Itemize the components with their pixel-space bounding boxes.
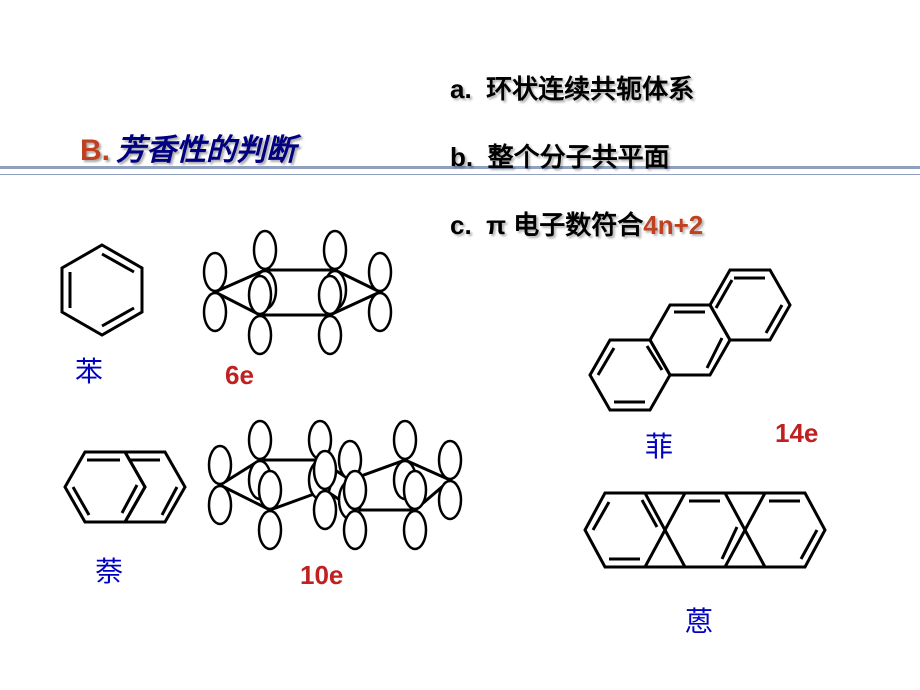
criterion-c: c. π 电子数符合4n+2 <box>450 191 703 259</box>
title-prefix: B. <box>80 134 110 168</box>
criterion-a-text: 环状连续共轭体系 <box>486 74 694 104</box>
phenanthrene-label: 菲 <box>645 425 673 465</box>
criterion-b-prefix: b. <box>450 142 473 172</box>
benzene-orbitals <box>170 220 400 375</box>
criterion-c-formula: 4n+2 <box>643 210 703 240</box>
naphthalene-label: 萘 <box>95 550 123 590</box>
benzene-structure <box>55 240 150 340</box>
criterion-b: b. 整个分子共平面 <box>450 123 703 191</box>
naphthalene-electrons: 10e <box>300 560 343 591</box>
title-main: 芳香性的判断 <box>116 125 296 169</box>
criterion-a: a. 环状连续共轭体系 <box>450 55 703 123</box>
benzene-electrons: 6e <box>225 360 254 391</box>
section-title: B. 芳香性的判断 <box>80 125 296 169</box>
phenanthrene-electrons: 14e <box>775 418 818 449</box>
anthracene-structure <box>560 480 840 580</box>
criterion-b-text: 整个分子共平面 <box>488 142 670 172</box>
criterion-c-text: π 电子数符合 <box>486 210 643 240</box>
criterion-a-prefix: a. <box>450 74 472 104</box>
anthracene-label: 蒽 <box>685 600 713 640</box>
naphthalene-orbitals <box>190 400 480 575</box>
benzene-label: 苯 <box>75 350 103 390</box>
criterion-c-prefix: c. <box>450 210 472 240</box>
criteria-list: a. 环状连续共轭体系 b. 整个分子共平面 c. π 电子数符合4n+2 <box>450 55 703 259</box>
naphthalene-structure <box>40 440 195 535</box>
phenanthrene-structure <box>565 260 835 425</box>
